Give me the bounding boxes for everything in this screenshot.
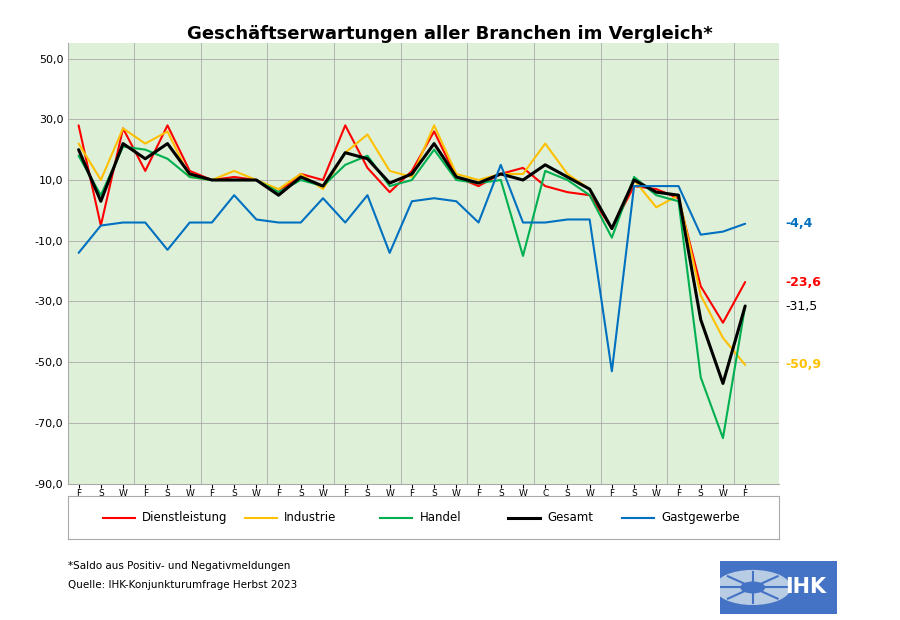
Text: 2021: 2021 <box>620 497 648 507</box>
Text: IHK: IHK <box>785 577 826 598</box>
Text: Handel: Handel <box>419 512 461 524</box>
Circle shape <box>716 570 790 604</box>
Circle shape <box>741 582 764 593</box>
Text: 2014: 2014 <box>153 497 182 507</box>
Text: Geschäftserwartungen aller Branchen im Vergleich*: Geschäftserwartungen aller Branchen im V… <box>187 25 713 43</box>
Text: Quelle: IHK-Konjunkturumfrage Herbst 2023: Quelle: IHK-Konjunkturumfrage Herbst 202… <box>68 580 297 590</box>
Text: 2020: 2020 <box>554 497 581 507</box>
Text: 2023: 2023 <box>742 497 770 507</box>
Text: Gastgewerbe: Gastgewerbe <box>662 512 740 524</box>
Text: *Saldo aus Positiv- und Negativmeldungen: *Saldo aus Positiv- und Negativmeldungen <box>68 561 290 571</box>
Text: Industrie: Industrie <box>284 512 337 524</box>
Text: Dienstleistung: Dienstleistung <box>142 512 228 524</box>
Text: 2013: 2013 <box>86 497 115 507</box>
Text: 2016: 2016 <box>287 497 315 507</box>
Text: 2019: 2019 <box>487 497 515 507</box>
Text: -4,4: -4,4 <box>786 217 813 230</box>
Text: 2022: 2022 <box>687 497 715 507</box>
Text: -23,6: -23,6 <box>786 275 822 288</box>
Text: -31,5: -31,5 <box>786 299 818 312</box>
Text: 2018: 2018 <box>420 497 448 507</box>
Text: 2017: 2017 <box>354 497 382 507</box>
Text: 2015: 2015 <box>220 497 248 507</box>
Text: -50,9: -50,9 <box>786 358 822 371</box>
Text: Gesamt: Gesamt <box>547 512 593 524</box>
